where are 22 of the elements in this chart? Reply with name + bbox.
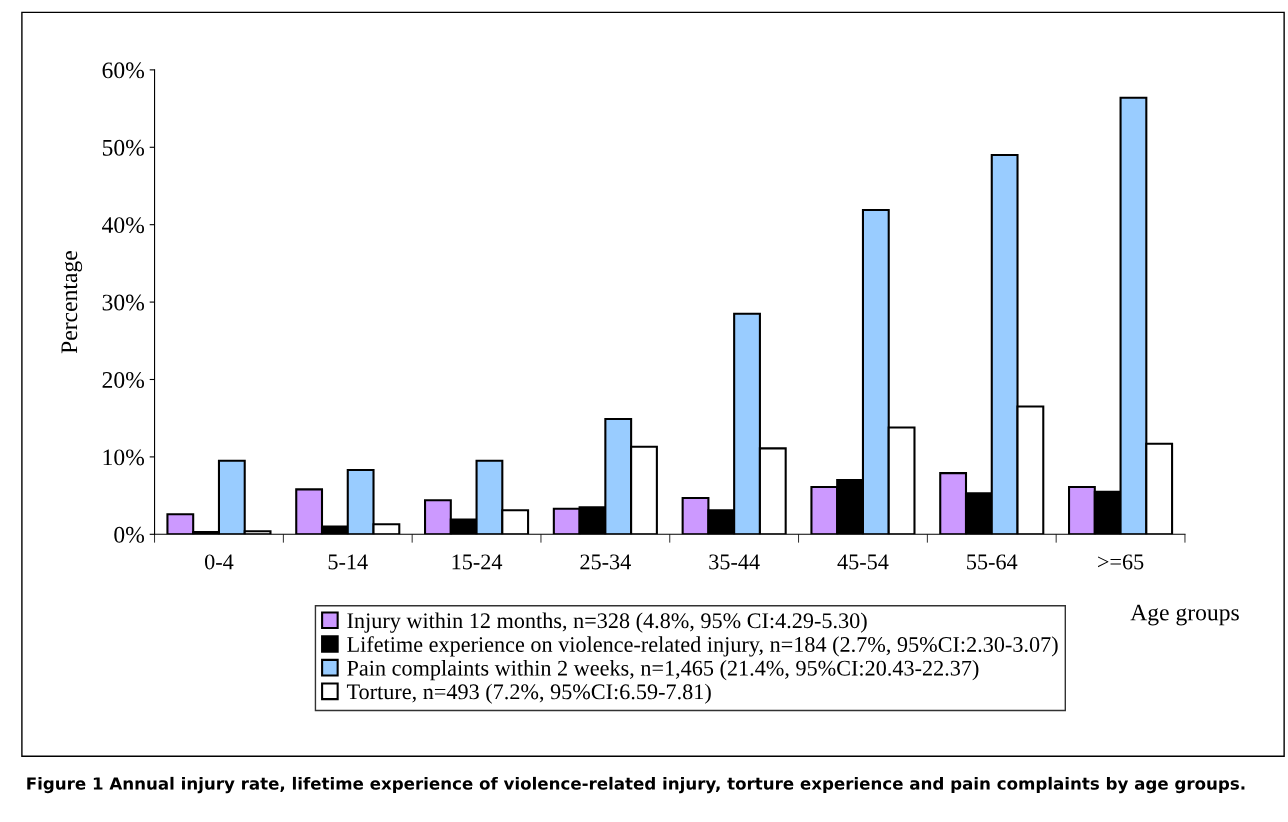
legend-label: Lifetime experience on violence-related injury, n=184 (2.7%, 95%CI:2.30-3.07) [347, 636, 1058, 657]
y-axis-title: Percentage [61, 251, 83, 354]
x-tick-label: >=65 [1098, 554, 1144, 570]
y-tick-label: 20% [102, 371, 145, 388]
x-tick-label: 25-34 [580, 554, 631, 570]
x-tick-label: 45-54 [837, 554, 889, 570]
y-tick-label: 50% [102, 139, 145, 156]
x-tick-label: 15-24 [452, 554, 503, 570]
legend-label: Pain complaints within 2 weeks, n=1,465 (21.4%, 95%CI:20.43-22.37) [347, 660, 979, 681]
y-tick-label: 10% [103, 449, 145, 466]
x-axis-title: Age groups [1130, 604, 1239, 626]
y-tick-label: 30% [102, 294, 145, 311]
x-tick-label: 0-4 [205, 554, 234, 570]
legend-label: Injury within 12 months, n=328 (4.8%, 95% CI:4.29-5.30) [347, 612, 867, 633]
y-tick-label: 60% [102, 62, 145, 79]
legend-label: Torture, n=493 (7.2%, 95%CI:6.59-7.81) [346, 683, 711, 704]
y-tick-label: 40% [102, 217, 145, 234]
x-tick-label: 55-64 [967, 554, 1018, 570]
x-tick-label: 35-44 [709, 554, 760, 570]
x-tick-label: 5-14 [328, 554, 368, 570]
y-tick-label: 0% [114, 526, 145, 543]
caption: Figure 1 Annual injury rate, lifetime experience of violence-related injury, torture experience and pain complaints by age groups. [27, 776, 1245, 794]
